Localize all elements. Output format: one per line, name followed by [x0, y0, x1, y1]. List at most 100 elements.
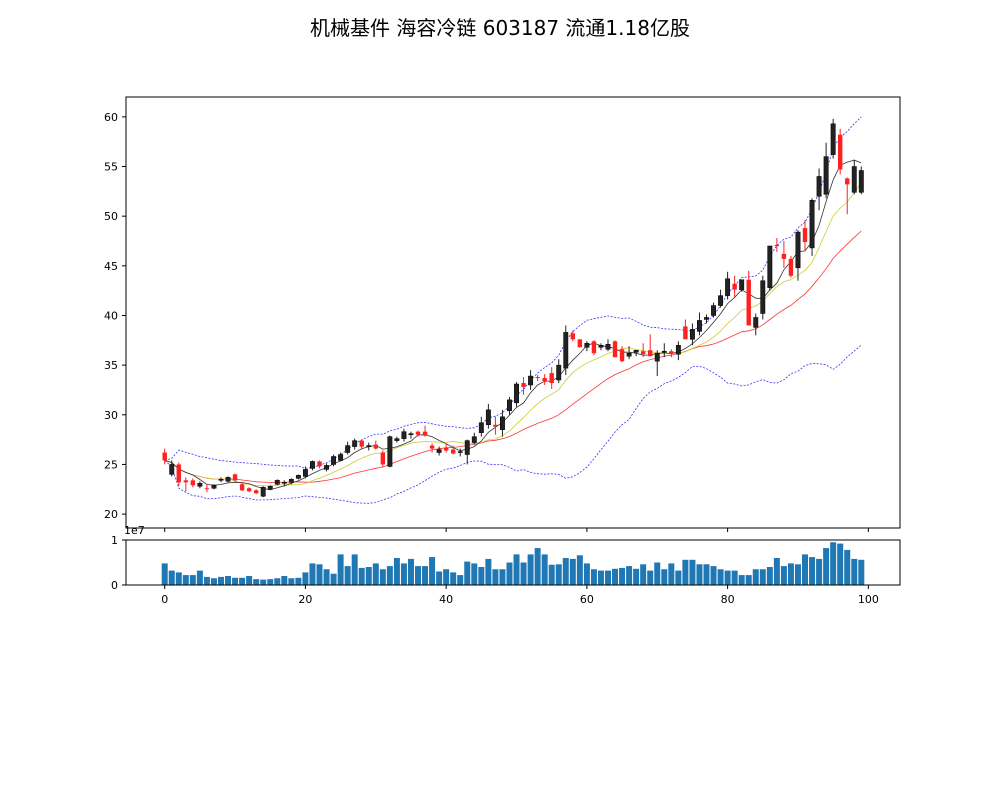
volume-bar [830, 542, 837, 585]
volume-bar [626, 566, 633, 585]
x-tick-label: 0 [161, 593, 168, 606]
candle-body [338, 454, 344, 461]
candle-body [563, 332, 569, 369]
volume-bar [379, 569, 386, 585]
candle-body [246, 488, 252, 492]
candle-body [295, 475, 301, 479]
volume-bar [365, 567, 372, 585]
volume-bar [330, 573, 337, 585]
volume-bar [661, 569, 668, 585]
volume-bar [253, 579, 260, 585]
price-panel [162, 116, 864, 504]
candle-body [528, 375, 534, 386]
volume-bar [668, 563, 675, 585]
candle-body [556, 364, 562, 381]
ma20-line [164, 230, 862, 483]
volume-bar [851, 558, 858, 585]
volume-bar [471, 563, 478, 585]
volume-bar [809, 557, 816, 585]
candle-body [302, 469, 308, 477]
volume-bar [703, 564, 710, 585]
candle-body [443, 447, 449, 451]
volume-bar [717, 569, 724, 585]
volume-bar [239, 577, 246, 585]
volume-bar [415, 566, 422, 585]
volume-bar [478, 567, 485, 585]
candle-body [858, 170, 864, 193]
candle-body [408, 433, 414, 435]
x-tick-label: 40 [439, 593, 453, 606]
volume-bar [358, 567, 365, 585]
candle-body [450, 449, 456, 454]
candle-body [288, 479, 294, 483]
volume-panel [161, 542, 865, 585]
volume-bar [696, 564, 703, 585]
candle-body [802, 228, 808, 242]
candle-body [788, 258, 794, 276]
x-tick-label: 20 [298, 593, 312, 606]
volume-axes-frame [125, 539, 901, 586]
volume-bar [246, 576, 253, 585]
candle-body [324, 465, 329, 470]
volume-bar [429, 557, 436, 585]
volume-bar [576, 555, 583, 585]
candle-body [190, 480, 196, 486]
price-y-tick-label: 45 [104, 260, 118, 273]
candle-body [675, 345, 681, 355]
volume-bar [562, 558, 569, 585]
volume-bar [274, 578, 281, 585]
volume-scale-label: 1e7 [124, 524, 145, 537]
volume-bar [858, 559, 865, 585]
x-tick-label: 80 [721, 593, 735, 606]
boll-lower-line [164, 344, 862, 504]
candle-body [471, 436, 477, 443]
candle-body [211, 485, 217, 489]
price-y-tick-label: 60 [104, 111, 118, 124]
volume-bar [506, 562, 513, 585]
candle-body [837, 134, 843, 170]
candle-body [394, 438, 400, 441]
volume-y-tick-label: 1 [111, 534, 118, 547]
volume-bar [457, 575, 464, 585]
volume-bar [766, 567, 773, 585]
volume-bar [738, 575, 745, 585]
candle-body [429, 445, 435, 449]
volume-bar [281, 576, 288, 585]
candle-body [725, 278, 731, 296]
candle-body [577, 339, 583, 348]
volume-bar [640, 564, 647, 585]
candle-body [267, 486, 273, 490]
volume-bar [816, 558, 823, 585]
volume-bar [569, 558, 576, 585]
volume-bar [225, 576, 232, 585]
candle-body [774, 244, 780, 246]
price-y-tick-label: 30 [104, 409, 118, 422]
candle-body [218, 479, 224, 481]
ma10-line [164, 181, 862, 487]
price-axes-frame [125, 96, 901, 529]
volume-bar [513, 554, 520, 585]
candle-body [183, 480, 189, 483]
volume-bar [161, 563, 168, 585]
volume-bar [780, 566, 787, 585]
candle-body [331, 456, 337, 465]
candle-body [253, 490, 259, 494]
volume-bar [168, 570, 175, 585]
boll-upper-line [164, 116, 862, 469]
volume-bar [393, 558, 400, 585]
volume-y-tick-label: 0 [111, 579, 118, 592]
price-y-tick-label: 40 [104, 309, 118, 322]
volume-bar [823, 548, 830, 585]
candle-body [310, 461, 315, 469]
volume-bar [499, 569, 506, 585]
candle-body [830, 123, 836, 155]
volume-bar [316, 564, 323, 585]
candle-body [753, 317, 759, 328]
volume-bar [436, 571, 443, 585]
volume-bar [654, 562, 661, 585]
volume-bar [647, 570, 654, 585]
volume-bar [443, 569, 450, 585]
volume-bar [203, 576, 210, 585]
candle-body [260, 487, 266, 497]
volume-bar [612, 568, 619, 585]
